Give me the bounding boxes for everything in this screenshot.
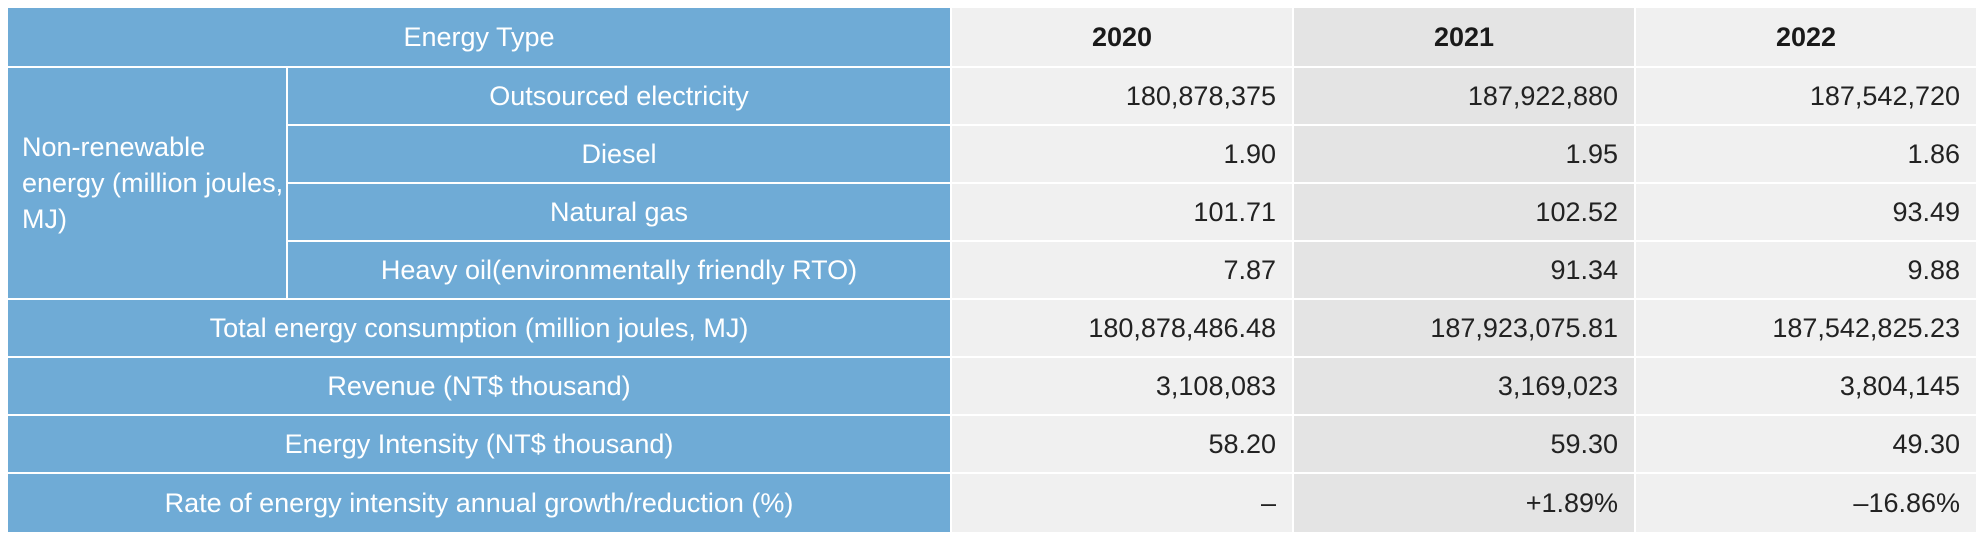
value-cell: 187,922,880 — [1292, 66, 1637, 126]
value-cell: 49.30 — [1634, 414, 1979, 474]
value-cell: 187,542,825.23 — [1634, 298, 1979, 358]
value-cell: 58.20 — [950, 414, 1295, 474]
value-cell: 180,878,486.48 — [950, 298, 1295, 358]
non-renewable-group-label: Non-renewable energy (million joules, MJ… — [6, 66, 288, 300]
value-cell: 187,542,720 — [1634, 66, 1979, 126]
value-cell: 187,923,075.81 — [1292, 298, 1637, 358]
year-header-2020: 2020 — [950, 6, 1295, 68]
value-cell: –16.86% — [1634, 472, 1979, 534]
row-label: Revenue (NT$ thousand) — [5, 356, 953, 416]
value-cell: – — [950, 472, 1295, 534]
value-cell: 102.52 — [1292, 182, 1637, 242]
value-cell: 9.88 — [1634, 240, 1979, 300]
row-label: Diesel — [285, 124, 953, 184]
table-row: Natural gas 101.71 102.52 93.49 — [7, 182, 1979, 242]
row-label: Rate of energy intensity annual growth/r… — [5, 472, 953, 534]
value-cell: 59.30 — [1292, 414, 1637, 474]
table-row: Heavy oil(environmentally friendly RTO) … — [7, 240, 1979, 300]
table-row: Energy Intensity (NT$ thousand) 58.20 59… — [5, 414, 1979, 474]
energy-table: Energy Type 2020 2021 2022 Non-renewable… — [5, 6, 1979, 534]
value-cell: 93.49 — [1634, 182, 1979, 242]
value-cell: 3,108,083 — [950, 356, 1295, 416]
value-cell: 1.95 — [1292, 124, 1637, 184]
value-cell: +1.89% — [1292, 472, 1637, 534]
value-cell: 3,804,145 — [1634, 356, 1979, 416]
value-cell: 3,169,023 — [1292, 356, 1637, 416]
row-label: Energy Intensity (NT$ thousand) — [5, 414, 953, 474]
value-cell: 1.90 — [950, 124, 1295, 184]
value-cell: 1.86 — [1634, 124, 1979, 184]
year-header-2021: 2021 — [1292, 6, 1637, 68]
energy-table-container: Energy Type 2020 2021 2022 Non-renewable… — [5, 6, 1979, 534]
table-row: Revenue (NT$ thousand) 3,108,083 3,169,0… — [5, 356, 1979, 416]
row-label: Total energy consumption (million joules… — [5, 298, 953, 358]
value-cell: 7.87 — [950, 240, 1295, 300]
row-label: Outsourced electricity — [285, 66, 953, 126]
year-header-2022: 2022 — [1634, 6, 1979, 68]
value-cell: 180,878,375 — [950, 66, 1295, 126]
table-row: Total energy consumption (million joules… — [5, 298, 1979, 358]
energy-type-header: Energy Type — [5, 6, 953, 68]
table-row: Non-renewable energy (million joules, MJ… — [6, 66, 1979, 300]
value-cell: 91.34 — [1292, 240, 1637, 300]
table-row: Diesel 1.90 1.95 1.86 — [7, 124, 1979, 184]
table-row: Rate of energy intensity annual growth/r… — [5, 472, 1979, 534]
value-cell: 101.71 — [950, 182, 1295, 242]
row-label: Heavy oil(environmentally friendly RTO) — [285, 240, 953, 300]
row-label: Natural gas — [285, 182, 953, 242]
header-row: Energy Type 2020 2021 2022 — [5, 6, 1979, 68]
